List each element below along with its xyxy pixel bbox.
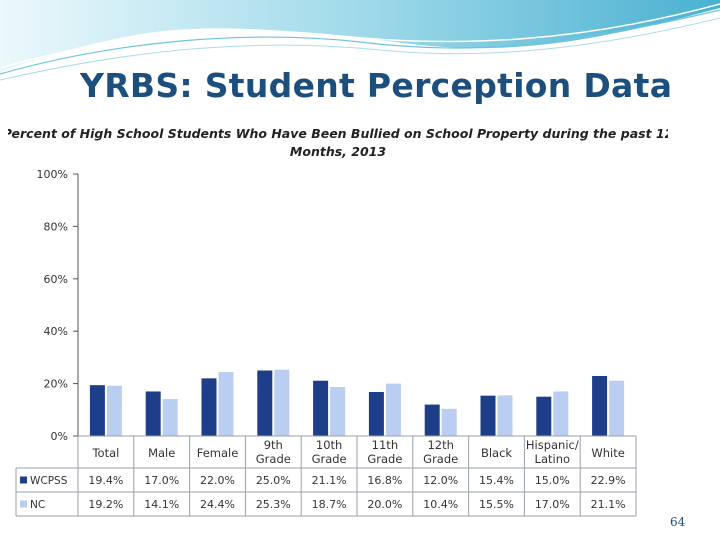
category-label-line-1: 11th [372, 438, 398, 452]
bar-nc [497, 395, 513, 436]
data-label-nc: 15.5% [479, 498, 514, 511]
category-label-line-2: Grade [367, 452, 402, 466]
y-tick-label: 100% [37, 168, 68, 181]
data-label-nc: 20.0% [367, 498, 402, 511]
data-label-nc: 21.1% [591, 498, 626, 511]
bar-wcpss [592, 376, 608, 436]
y-tick-label: 80% [44, 220, 68, 233]
bar-nc [218, 372, 234, 436]
bar-wcpss [89, 385, 105, 436]
category-label-line-1: 9th [264, 438, 283, 452]
y-tick-label: 20% [44, 378, 68, 391]
data-label-wcpss: 25.0% [256, 474, 291, 487]
data-label-wcpss: 22.0% [200, 474, 235, 487]
category-label: White [591, 446, 624, 460]
header-swoosh-decoration [0, 0, 720, 81]
data-label-nc: 19.2% [88, 498, 123, 511]
bar-nc [274, 369, 290, 436]
bar-nc [162, 399, 178, 436]
data-label-wcpss: 19.4% [88, 474, 123, 487]
bar-nc [330, 387, 346, 436]
category-label: Female [197, 446, 239, 460]
bar-nc [441, 408, 457, 436]
category-label-line-1: Hispanic/ [526, 438, 579, 452]
data-label-wcpss: 17.0% [144, 474, 179, 487]
data-label-nc: 24.4% [200, 498, 235, 511]
bar-nc [385, 383, 401, 436]
slide-title: YRBS: Student Perception Data [80, 66, 673, 105]
data-label-wcpss: 21.1% [312, 474, 347, 487]
bar-wcpss [480, 395, 496, 436]
bar-wcpss [536, 396, 552, 436]
chart-title-line-2: Months, 2013 [290, 144, 386, 159]
y-tick-label: 60% [44, 273, 68, 286]
category-label: Male [148, 446, 175, 460]
bar-wcpss [424, 404, 440, 436]
category-label: Total [91, 446, 119, 460]
data-label-wcpss: 15.0% [535, 474, 570, 487]
y-tick-label: 40% [44, 325, 68, 338]
bar-wcpss [257, 370, 273, 436]
bar-wcpss [313, 380, 329, 436]
y-tick-label: 0% [51, 430, 68, 443]
category-label-line-2: Grade [312, 452, 347, 466]
category-label-line-1: 10th [316, 438, 342, 452]
bar-nc [553, 391, 569, 436]
data-label-wcpss: 16.8% [367, 474, 402, 487]
bar-nc [609, 380, 625, 436]
bar-wcpss [145, 391, 161, 436]
legend-swatch-wcpss [20, 476, 27, 484]
data-label-nc: 25.3% [256, 498, 291, 511]
data-label-wcpss: 15.4% [479, 474, 514, 487]
chart-title-line-1: Percent of High School Students Who Have… [8, 126, 668, 141]
category-label-line-2: Grade [423, 452, 458, 466]
bar-wcpss [368, 391, 384, 436]
category-label: Black [481, 446, 512, 460]
data-label-nc: 18.7% [312, 498, 347, 511]
legend-label-nc: NC [30, 499, 45, 511]
data-label-nc: 17.0% [535, 498, 570, 511]
category-label-line-2: Latino [535, 452, 570, 466]
bar-wcpss [201, 378, 217, 436]
category-label-line-1: 12th [427, 438, 453, 452]
data-label-nc: 14.1% [144, 498, 179, 511]
page-number: 64 [670, 515, 686, 529]
chart-canvas: Percent of High School Students Who Have… [8, 126, 668, 517]
bar-chart: Percent of High School Students Who Have… [8, 118, 668, 520]
category-label-line-2: Grade [256, 452, 291, 466]
data-label-wcpss: 12.0% [423, 474, 458, 487]
data-label-nc: 10.4% [423, 498, 458, 511]
legend-swatch-nc [20, 500, 27, 508]
legend-label-wcpss: WCPSS [30, 475, 68, 487]
bar-nc [106, 385, 122, 436]
data-label-wcpss: 22.9% [591, 474, 626, 487]
